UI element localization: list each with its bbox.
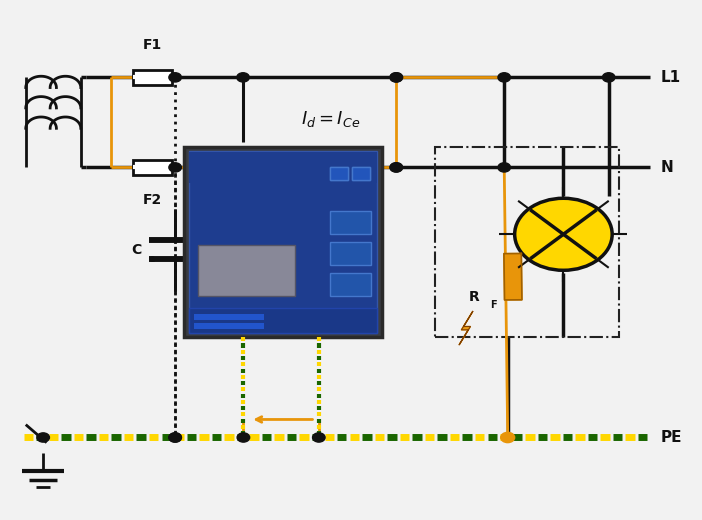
Text: N: N — [661, 160, 674, 175]
Circle shape — [498, 163, 510, 172]
Text: C: C — [192, 243, 203, 257]
Polygon shape — [504, 254, 522, 300]
Text: e: e — [149, 254, 155, 264]
Bar — [352, 167, 370, 180]
Polygon shape — [459, 311, 472, 345]
Circle shape — [602, 73, 615, 82]
FancyBboxPatch shape — [184, 147, 383, 337]
Text: F: F — [490, 300, 497, 310]
Text: e: e — [205, 254, 212, 264]
Bar — [190, 308, 377, 333]
Circle shape — [169, 433, 181, 442]
Circle shape — [169, 73, 181, 82]
Circle shape — [390, 163, 402, 172]
FancyBboxPatch shape — [190, 151, 377, 333]
Circle shape — [237, 433, 250, 442]
Text: $I_d = I_{Ce}$: $I_d = I_{Ce}$ — [300, 109, 359, 128]
Circle shape — [169, 163, 181, 172]
Text: C: C — [132, 243, 142, 257]
Bar — [198, 244, 296, 296]
Bar — [352, 167, 370, 180]
Bar — [194, 314, 264, 320]
Circle shape — [390, 73, 402, 82]
Circle shape — [390, 73, 402, 82]
Circle shape — [169, 433, 181, 442]
Bar — [330, 167, 347, 180]
Text: R: R — [469, 290, 480, 304]
Text: F1: F1 — [143, 37, 162, 51]
Circle shape — [515, 198, 612, 270]
Circle shape — [498, 73, 510, 82]
Bar — [435, 147, 619, 337]
Circle shape — [312, 433, 325, 442]
Bar — [133, 70, 172, 85]
Circle shape — [390, 163, 402, 172]
Circle shape — [237, 73, 249, 82]
Circle shape — [237, 163, 249, 172]
Bar — [330, 211, 371, 235]
Text: F2: F2 — [143, 193, 162, 207]
Text: L1: L1 — [661, 70, 681, 85]
Circle shape — [501, 432, 515, 443]
Text: PE: PE — [661, 430, 682, 445]
Bar — [330, 273, 371, 296]
Bar — [194, 323, 264, 330]
Bar — [330, 242, 371, 265]
Bar — [330, 167, 347, 180]
Circle shape — [37, 433, 49, 442]
Bar — [190, 152, 377, 183]
Bar — [133, 160, 172, 175]
